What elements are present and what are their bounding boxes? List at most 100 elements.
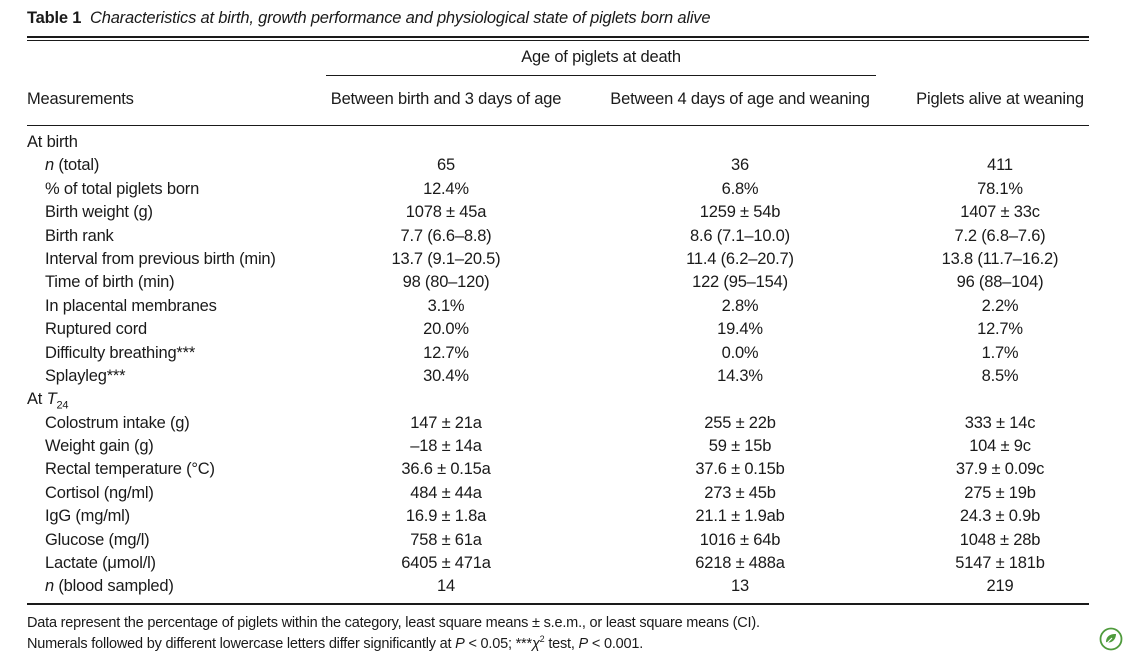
value-birth-to-3-days: 98 (80–120) [402,273,490,292]
header-col-alive-at-weaning: Piglets alive at weaning [916,90,1084,108]
footnote-2-text-b: < 0.05; *** [464,635,532,652]
header-col-4-days-to-weaning: Between 4 days of age and weaning [610,90,870,108]
measurement-label: Ruptured cord [45,320,147,339]
footnote-2-text-d: < 0.001. [588,635,644,652]
measurement-label: Lactate (μmol/l) [45,554,156,573]
value-4-days-to-weaning: 255 ± 22b [704,413,776,432]
value-birth-to-3-days: 12.7% [423,343,469,362]
table-row: Splayleg*** 30.4% 14.3% 8.5% [27,367,1107,390]
value-birth-to-3-days: 36.6 ± 0.15a [401,460,491,479]
value-alive-at-weaning: 5147 ± 181b [955,554,1045,573]
value-alive-at-weaning: 333 ± 14c [964,413,1036,432]
table-row: Lactate (μmol/l) 6405 ± 471a 6218 ± 488a 51… [27,554,1107,577]
table-row: n (blood sampled) 14 13 219 [27,577,1107,600]
top-rule-thick [27,36,1089,38]
table-row: Difficulty breathing*** 12.7% 0.0% 1.7% [27,344,1107,367]
measurement-label: Glucose (mg/l) [45,530,150,549]
table-row: Weight gain (g) –18 ± 14a 59 ± 15b 104 ± 9c [27,437,1107,460]
table-row: Birth weight (g) 1078 ± 45a 1259 ± 54b 1407… [27,203,1107,226]
value-alive-at-weaning: 2.2% [981,296,1019,315]
value-birth-to-3-days: 484 ± 44a [410,483,482,502]
value-4-days-to-weaning: 1016 ± 64b [699,530,781,549]
value-birth-to-3-days: 14 [437,577,455,596]
measurement-label: Splayleg*** [45,366,126,385]
header-rule [27,125,1089,126]
value-4-days-to-weaning: 19.4% [717,320,763,339]
value-alive-at-weaning: 96 (88–104) [956,273,1044,292]
value-4-days-to-weaning: 6218 ± 488a [695,554,785,573]
value-alive-at-weaning: 411 [987,156,1013,175]
measurement-label: Weight gain (g) [45,437,154,456]
value-4-days-to-weaning: 0.0% [721,343,759,362]
label-subscript: 24 [56,399,69,412]
value-4-days-to-weaning: 1259 ± 54b [699,203,781,222]
value-alive-at-weaning: 1048 ± 28b [959,530,1041,549]
value-4-days-to-weaning: 8.6 (7.1–10.0) [690,226,790,245]
measurement-label: Colostrum intake (g) [45,413,190,432]
value-birth-to-3-days: 16.9 ± 1.8a [405,507,487,526]
value-alive-at-weaning: 78.1% [977,179,1023,198]
bottom-rule [27,603,1089,605]
label-prefix: At [27,390,47,409]
table-row: Cortisol (ng/ml) 484 ± 44a 273 ± 45b 275 ± … [27,484,1107,507]
table-row: Birth rank 7.7 (6.6–8.8) 8.6 (7.1–10.0) 7.2… [27,227,1107,250]
value-alive-at-weaning: 219 [986,577,1014,596]
value-alive-at-weaning: 8.5% [981,366,1019,385]
measurement-label: Time of birth (min) [45,273,175,292]
value-4-days-to-weaning: 59 ± 15b [708,437,772,456]
value-4-days-to-weaning: 14.3% [717,366,763,385]
header-col-birth-to-3-days: Between birth and 3 days of age [330,90,562,108]
value-birth-to-3-days: –18 ± 14a [410,437,482,456]
measurement-label: Rectal temperature (°C) [45,460,215,479]
value-birth-to-3-days: 6405 ± 471a [401,554,491,573]
measurement-label: Interval from previous birth (min) [45,249,276,268]
section-row: At T24 [27,390,1107,413]
measurement-label: Cortisol (ng/ml) [45,483,154,502]
table-row: Interval from previous birth (min) 13.7 (… [27,250,1107,273]
value-birth-to-3-days: 65 [437,156,455,175]
measurement-label: IgG (mg/ml) [45,507,130,526]
value-alive-at-weaning: 37.9 ± 0.09c [955,460,1045,479]
footnote-2-text-c: test, [544,635,579,652]
footnote-2-p-symbol-2: P [578,635,589,652]
footnote-2: Numerals followed by different lowercase… [27,634,643,652]
label-italic: T [46,390,57,409]
measurement-label: In placental membranes [45,296,217,315]
footnote-1: Data represent the percentage of piglets… [27,615,760,631]
footnote-2-chi-symbol: χ [531,635,540,652]
value-alive-at-weaning: 13.8 (11.7–16.2) [941,249,1059,268]
table-label: Table 1 [27,9,82,27]
group-rule [326,75,876,76]
header-measurements: Measurements [27,90,134,108]
value-birth-to-3-days: 7.7 (6.6–8.8) [400,226,492,245]
value-birth-to-3-days: 3.1% [427,296,465,315]
table-row: IgG (mg/ml) 16.9 ± 1.8a 21.1 ± 1.9ab 24.3 ±… [27,507,1107,530]
top-rule-thin [27,40,1089,41]
measurement-label: n (blood sampled) [45,577,174,596]
value-alive-at-weaning: 275 ± 19b [964,483,1036,502]
table-body: At birth n (total) 65 36 411 % of total pigle… [27,133,1107,601]
table-row: In placental membranes 3.1% 2.8% 2.2% [27,297,1107,320]
table-row: % of total piglets born 12.4% 6.8% 78.1% [27,180,1107,203]
label-suffix: (blood sampled) [53,577,174,596]
footnote-2-sup: 2 [539,634,545,644]
value-alive-at-weaning: 1.7% [981,343,1019,362]
value-birth-to-3-days: 147 ± 21a [410,413,482,432]
value-birth-to-3-days: 758 ± 61a [410,530,482,549]
value-4-days-to-weaning: 6.8% [721,179,759,198]
measurement-label: Birth rank [45,226,114,245]
value-alive-at-weaning: 12.7% [977,320,1023,339]
value-4-days-to-weaning: 2.8% [721,296,759,315]
leaf-badge-icon[interactable] [1099,627,1123,651]
value-4-days-to-weaning: 122 (95–154) [692,273,788,292]
value-4-days-to-weaning: 273 ± 45b [704,483,776,502]
value-alive-at-weaning: 24.3 ± 0.9b [959,507,1041,526]
value-birth-to-3-days: 13.7 (9.1–20.5) [391,249,501,268]
table-row: Glucose (mg/l) 758 ± 61a 1016 ± 64b 1048 ± … [27,531,1107,554]
measurement-label: n (total) [45,156,99,175]
table-row: Colostrum intake (g) 147 ± 21a 255 ± 22b 33… [27,414,1107,437]
table-row: Rectal temperature (°C) 36.6 ± 0.15a 37.6 … [27,460,1107,483]
header-group-label: Age of piglets at death [521,48,681,66]
value-4-days-to-weaning: 21.1 ± 1.9ab [695,507,785,526]
table-row: Ruptured cord 20.0% 19.4% 12.7% [27,320,1107,343]
